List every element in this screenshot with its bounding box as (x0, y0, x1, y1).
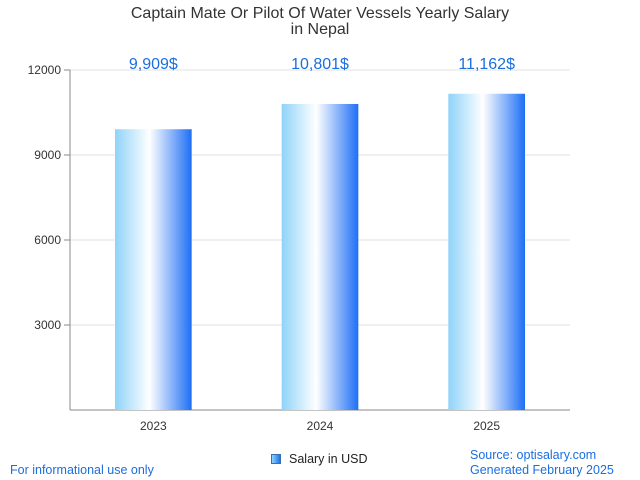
data-label: 9,909$ (129, 56, 178, 73)
bar-2025 (448, 93, 525, 410)
bar-series (115, 93, 525, 410)
bar-2023 (115, 129, 192, 410)
y-axis-ticks: 3000 6000 9000 12000 (28, 63, 70, 332)
legend-label-salary: Salary in USD (289, 452, 368, 466)
legend: Salary in USD (271, 452, 368, 466)
x-tick-label: 2024 (307, 419, 334, 433)
x-tick-label: 2025 (473, 419, 500, 433)
chart-title-line-1: Captain Mate Or Pilot Of Water Vessels Y… (131, 5, 509, 22)
footer-disclaimer: For informational use only (10, 463, 154, 477)
data-label: 11,162$ (458, 56, 515, 73)
legend-swatch-salary (271, 454, 281, 464)
bar-2024 (281, 103, 359, 410)
y-tick-label: 3000 (34, 318, 61, 332)
y-tick-label: 6000 (34, 233, 61, 247)
x-tick-label: 2023 (140, 419, 167, 433)
data-label: 10,801$ (291, 56, 349, 73)
footer-generated: Generated February 2025 (470, 463, 614, 477)
chart-title-line-2: in Nepal (291, 21, 350, 38)
y-tick-label: 12000 (28, 63, 62, 77)
x-axis-ticks: 2023 2024 2025 (140, 419, 500, 433)
data-labels: 9,909$ 10,801$ 11,162$ (129, 56, 515, 73)
y-tick-label: 9000 (34, 148, 61, 162)
footer-source: Source: optisalary.com (470, 448, 597, 462)
